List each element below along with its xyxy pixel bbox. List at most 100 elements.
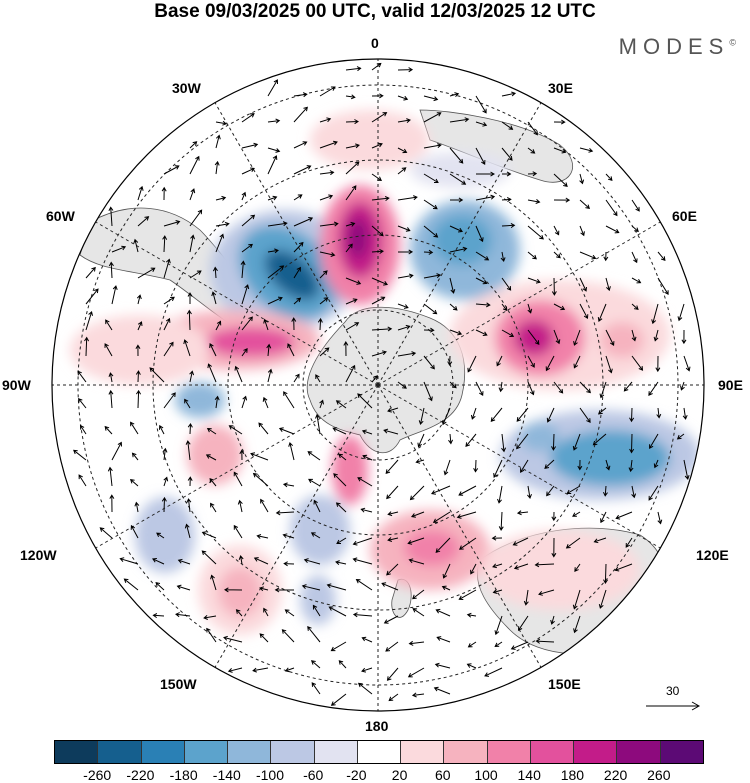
wind-arrow: [189, 234, 195, 253]
colorbar-swatch: [98, 741, 142, 763]
wind-arrow: [161, 186, 167, 201]
wind-arrow: [603, 251, 609, 262]
wind-arrow: [253, 557, 269, 565]
wind-arrow: [163, 392, 176, 409]
wind-arrow: [85, 310, 93, 331]
wind-arrow: [449, 92, 460, 97]
wind-arrow: [553, 225, 560, 236]
wind-arrow: [512, 537, 529, 546]
wind-arrow: [497, 485, 503, 504]
wind-arrow: [77, 370, 87, 383]
wind-arrow: [311, 682, 321, 695]
wind-arrow: [343, 341, 349, 357]
wind-arrow: [527, 485, 532, 499]
meridian-line: [214, 384, 379, 668]
wind-arrow: [361, 636, 373, 643]
wind-arrow: [397, 351, 417, 357]
wind-arrow: [214, 395, 220, 409]
wind-arrow: [137, 216, 150, 227]
wind-arrow: [130, 421, 139, 435]
wind-arrow: [201, 550, 217, 565]
wind-arrow: [614, 563, 633, 572]
wind-arrow: [119, 557, 139, 565]
wind-arrow: [579, 407, 591, 423]
wind-arrow: [475, 302, 491, 308]
wind-arrow: [108, 372, 114, 383]
wind-arrow: [163, 317, 171, 331]
wind-arrow: [527, 171, 538, 177]
colorbar-tick-label: 220: [603, 767, 628, 783]
wind-arrow: [352, 557, 373, 565]
wind-arrow: [77, 397, 87, 409]
wind-arrow: [450, 197, 464, 203]
wind-arrow: [267, 296, 283, 305]
wind-arrow: [73, 449, 87, 461]
wind-arrow: [137, 267, 156, 279]
wind-arrow: [466, 663, 477, 669]
meridians: [52, 59, 704, 711]
wind-arrow: [283, 561, 295, 567]
lon-label-150e: 150E: [548, 676, 581, 692]
wind-arrow: [579, 225, 585, 237]
wind-arrow: [203, 615, 217, 620]
wind-arrow: [657, 277, 669, 296]
wind-arrow: [209, 477, 217, 487]
wind-arrow: [397, 195, 418, 201]
wind-arrow: [649, 433, 659, 450]
wind-arrow: [458, 485, 477, 496]
wind-arrow: [605, 199, 618, 217]
wind-arrow: [332, 427, 347, 435]
wind-arrow: [227, 667, 243, 673]
wind-arrow: [566, 485, 581, 494]
wind-arrow: [330, 641, 347, 652]
wind-arrow: [293, 241, 304, 253]
wind-arrow: [545, 355, 555, 372]
wind-arrow: [137, 321, 143, 331]
wind-arrow: [385, 459, 399, 475]
colorbar-swatch: [228, 741, 272, 763]
wind-arrow: [475, 381, 484, 397]
polar-map: [51, 58, 705, 712]
wind-arrow: [432, 511, 451, 523]
lon-label-90e: 90E: [718, 377, 743, 393]
wind-arrow: [433, 686, 451, 695]
wind-arrow: [362, 454, 373, 461]
wind-arrow: [492, 589, 503, 594]
wind-arrow: [449, 381, 457, 389]
wind-arrow: [602, 485, 608, 497]
wind-arrow: [355, 579, 373, 591]
wind-arrow: [466, 612, 477, 618]
wind-arrow: [335, 560, 347, 565]
wind-arrow: [553, 303, 566, 311]
colorbar-swatch: [184, 741, 229, 763]
lon-label-120e: 120E: [696, 547, 729, 563]
wind-arrow: [513, 563, 529, 570]
wind-arrow: [211, 291, 217, 305]
wind-arrow: [135, 370, 141, 383]
wind-arrow: [371, 248, 384, 254]
wind-arrow: [301, 584, 321, 591]
wind-arrow: [435, 608, 451, 617]
wind-arrow: [573, 615, 581, 634]
wind-arrow: [527, 329, 540, 345]
wind-arrow: [412, 589, 425, 600]
wind-arrow: [319, 170, 335, 176]
wind-arrow: [345, 66, 362, 72]
wind-arrow: [357, 477, 373, 487]
wind-arrow: [603, 563, 609, 584]
wind-arrow: [631, 225, 639, 233]
colorbar-tick-label: -60: [303, 767, 324, 783]
wind-arrow: [185, 440, 191, 461]
wind-arrow: [85, 266, 96, 279]
wind-arrow: [423, 173, 439, 183]
wind-arrow: [189, 270, 202, 279]
wind-arrow: [361, 667, 373, 673]
wind-arrow: [131, 452, 139, 461]
wind-arrow: [470, 563, 477, 575]
colorbar-tick-label: -180: [169, 767, 198, 783]
colorbar-swatch: [530, 741, 575, 763]
wind-arrow: [186, 309, 192, 331]
wind-arrow: [262, 396, 269, 409]
wind-arrow: [336, 537, 347, 544]
wind-arrow: [163, 258, 171, 279]
